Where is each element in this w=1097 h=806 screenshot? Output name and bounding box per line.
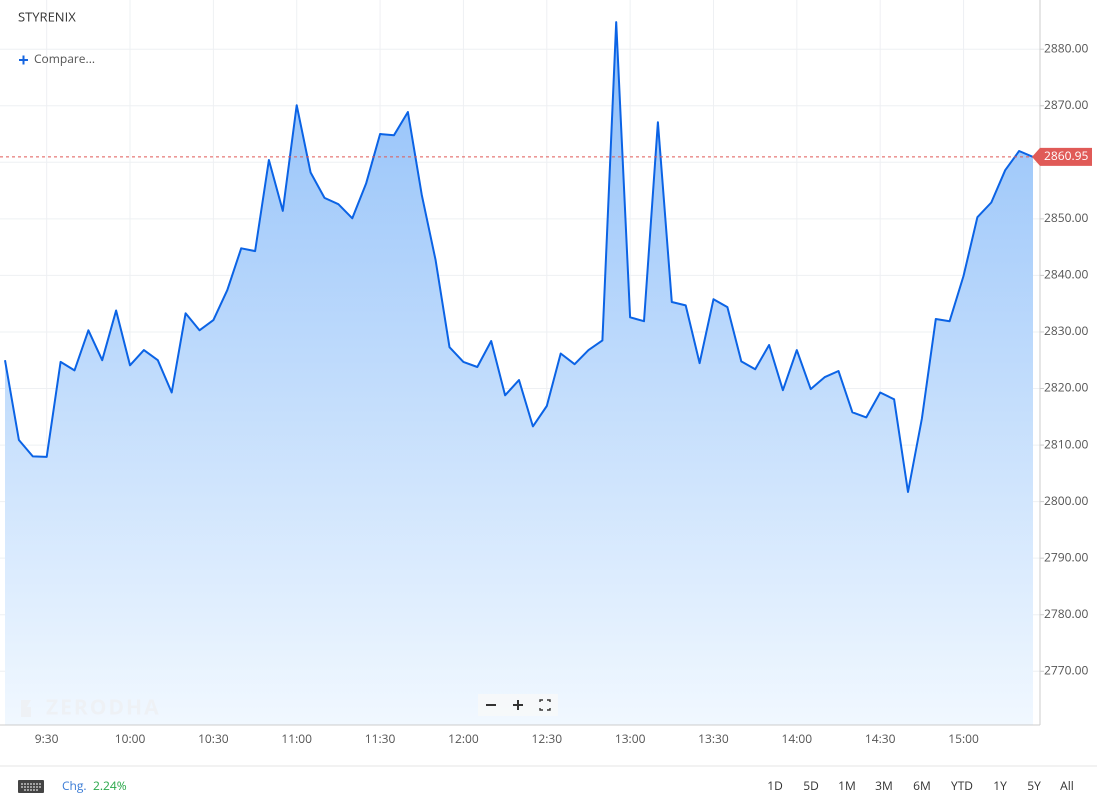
y-tick-label: 2870.00 [1044,96,1088,113]
keyboard-icon[interactable] [18,780,44,793]
x-tick-label: 14:00 [782,730,813,747]
x-tick-label: 11:00 [281,730,312,747]
range-button[interactable]: All [1060,777,1074,794]
y-tick-label: 2810.00 [1044,435,1088,452]
watermark-logo [21,700,31,717]
x-tick-label: 12:00 [448,730,479,747]
compare-button[interactable]: Compare... [34,50,95,67]
x-tick-label: 10:00 [115,730,146,747]
y-tick-label: 2820.00 [1044,379,1088,396]
change-label: Chg. [62,777,87,794]
range-button[interactable]: 6M [913,777,931,794]
chart-title: STYRENIX [18,7,76,25]
range-button[interactable]: 5Y [1027,777,1041,794]
change-value: 2.24% [93,777,127,794]
price-line [4,21,1034,493]
y-tick-label: 2880.00 [1044,39,1088,56]
y-tick-label: 2780.00 [1044,605,1088,622]
compare-icon[interactable] [19,55,28,65]
watermark: ZERODHA [46,694,161,722]
zoom-controls [478,694,558,716]
y-tick-label: 2840.00 [1044,266,1088,283]
y-tick-label: 2800.00 [1044,492,1088,509]
area-fill [5,22,1033,726]
last-price-badge [1032,147,1092,166]
range-button[interactable]: 1Y [993,777,1007,794]
x-tick-label: 12:30 [531,730,562,747]
last-price-label: 2860.95 [1044,147,1088,164]
range-button[interactable]: 1D [767,777,783,794]
range-button[interactable]: YTD [951,777,973,794]
x-tick-label: 13:00 [615,730,646,747]
x-tick-label: 14:30 [865,730,896,747]
y-tick-label: 2830.00 [1044,322,1088,339]
range-button[interactable]: 1M [838,777,856,794]
x-tick-label: 13:30 [698,730,729,747]
range-button[interactable]: 5D [803,777,819,794]
range-button[interactable]: 3M [875,777,893,794]
y-tick-label: 2850.00 [1044,209,1088,226]
x-tick-label: 11:30 [365,730,396,747]
x-tick-label: 10:30 [198,730,229,747]
x-tick-label: 15:00 [948,730,979,747]
zoom-in[interactable] [513,700,523,710]
fullscreen[interactable] [539,699,551,711]
x-tick-label: 9:30 [35,730,59,747]
y-tick-label: 2770.00 [1044,661,1088,678]
y-tick-label: 2790.00 [1044,548,1088,565]
